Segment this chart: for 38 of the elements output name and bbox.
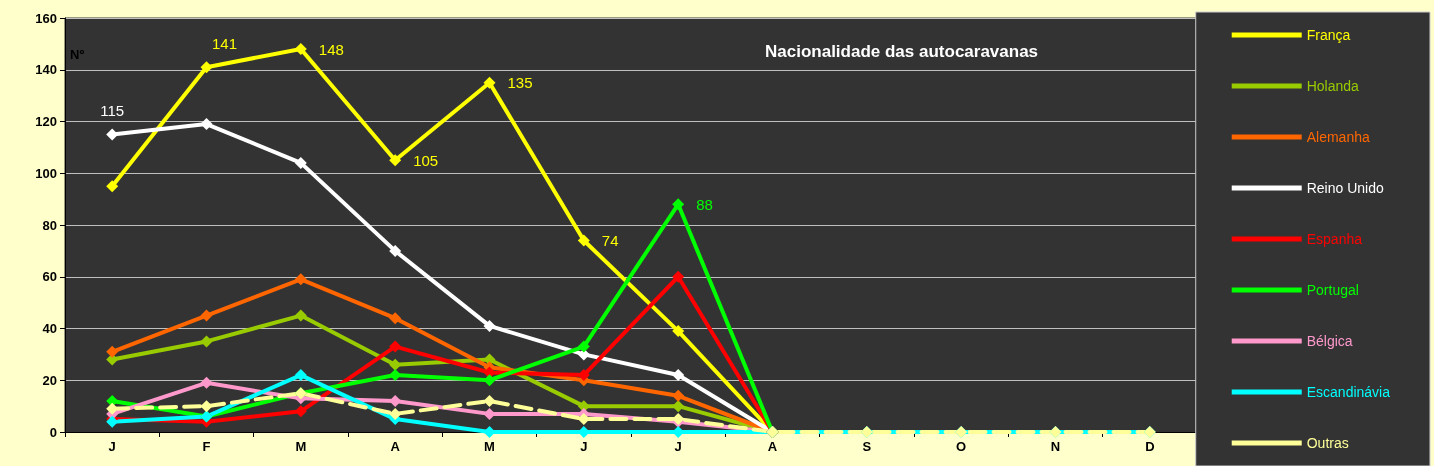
- data-label: 148: [318, 40, 344, 58]
- data-label: 88: [696, 195, 713, 213]
- y-tick-label: 160: [35, 10, 57, 26]
- legend-label: Espanha: [1306, 231, 1363, 247]
- x-tick-label: M: [484, 439, 495, 454]
- text: Nacionalidade das autocaravanas: [765, 42, 1039, 61]
- y-tick-label: 140: [35, 62, 57, 78]
- legend-label: Alemanha: [1306, 129, 1370, 145]
- x-tick-label: D: [1145, 439, 1155, 454]
- data-label: 115: [100, 102, 125, 120]
- x-tick-label: A: [767, 439, 778, 454]
- legend-label: Bélgica: [1306, 333, 1353, 349]
- data-label: 135: [507, 74, 533, 92]
- data-label: 105: [413, 151, 439, 169]
- x-tick-label: M: [295, 439, 307, 454]
- data-label: 141: [211, 35, 238, 53]
- x-tick-label: A: [390, 439, 401, 454]
- legend-label: Holanda: [1306, 78, 1360, 94]
- x-tick-label: S: [862, 439, 872, 454]
- y-tick-label: 120: [35, 114, 57, 129]
- y-tick-label: 0: [49, 424, 57, 440]
- x-tick-label: O: [956, 439, 967, 454]
- x-tick-label: F: [202, 439, 211, 454]
- y-tick-label: 100: [35, 165, 57, 181]
- legend-label: Escandinávia: [1306, 384, 1391, 400]
- y-tick-label: 20: [42, 372, 57, 388]
- x-tick-label: J: [674, 439, 682, 454]
- x-tick-label: J: [108, 439, 116, 454]
- y-tick-label: 40: [42, 321, 57, 336]
- y-tick-label: 60: [42, 269, 57, 285]
- x-tick-label: J: [580, 439, 588, 454]
- legend-label: Reino Unido: [1306, 180, 1384, 196]
- x-tick-label: N: [1050, 439, 1061, 454]
- legend-label: Outras: [1306, 435, 1349, 451]
- data-label: 74: [601, 232, 619, 250]
- y-tick-label: 80: [42, 217, 57, 233]
- legend-label: Portugal: [1306, 282, 1359, 298]
- legend-label: França: [1306, 27, 1351, 43]
